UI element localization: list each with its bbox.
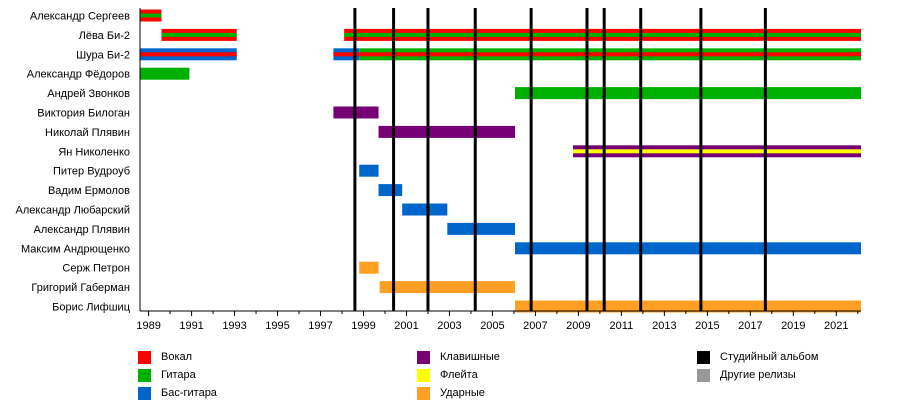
legend-swatch <box>138 368 151 382</box>
legend-label: Гитара <box>161 369 196 381</box>
legend-item-vocal: Вокал <box>138 350 192 364</box>
member-bar-bass <box>447 222 516 235</box>
member-bar-bass <box>515 242 861 255</box>
x-tick-label: 2009 <box>566 320 590 332</box>
member-bar-drums <box>359 261 379 274</box>
member-label: Борис Лифшиц <box>52 302 131 314</box>
legend-item-studio: Студийный альбом <box>697 350 818 364</box>
x-tick-label: 2005 <box>480 320 504 332</box>
member-bar-guitar <box>515 87 861 100</box>
member-bar-stripe-guitar <box>140 13 162 18</box>
x-tick-label: 2001 <box>394 320 418 332</box>
legend-swatch <box>697 350 710 364</box>
legend-label: Бас-гитара <box>161 387 217 399</box>
member-label: Александр Сергеев <box>30 11 130 23</box>
x-tick-label: 2021 <box>824 320 848 332</box>
member-bar-stripe-guitar <box>344 32 861 37</box>
legend-label: Клавишные <box>440 351 500 363</box>
x-tick-label: 1997 <box>308 320 332 332</box>
x-tick-label: 2003 <box>437 320 461 332</box>
x-tick-label: 1993 <box>222 320 246 332</box>
x-tick-label: 2015 <box>695 320 719 332</box>
legend-label: Флейта <box>440 369 478 381</box>
legend-item-keys: Клавишные <box>417 350 500 364</box>
member-bar-stripe-guitar <box>161 32 237 37</box>
member-bar-guitar <box>140 67 190 80</box>
legend-swatch <box>138 386 151 400</box>
member-bar-drums <box>379 281 516 294</box>
member-label: Вадим Ермолов <box>48 185 130 197</box>
legend-label: Вокал <box>161 351 193 363</box>
member-bar-bass <box>359 164 379 177</box>
legend-item-other: Другие релизы <box>697 368 796 382</box>
legend-label: Студийный альбом <box>720 351 819 363</box>
legend-item-guitar: Гитара <box>138 368 196 382</box>
legend-swatch <box>697 368 710 382</box>
member-label: Александр Плявин <box>34 224 130 236</box>
member-bar-drums <box>515 300 861 313</box>
legend-label: Ударные <box>440 387 485 399</box>
member-label: Серж Петрон <box>62 263 130 275</box>
legend-swatch <box>138 350 151 364</box>
legend-swatch <box>417 386 430 400</box>
member-label: Григорий Габерман <box>31 282 130 294</box>
member-bar-bass <box>402 203 448 216</box>
member-label: Ян Николенко <box>58 146 130 158</box>
member-bar-stripe-flute <box>573 149 861 154</box>
member-label: Андрей Звонков <box>47 88 130 100</box>
legend-swatch <box>417 350 430 364</box>
member-label: Виктория Билоган <box>37 108 130 120</box>
member-label: Александр Фёдоров <box>27 69 130 81</box>
member-label: Лёва Би-2 <box>79 30 130 42</box>
x-tick-label: 1989 <box>136 320 160 332</box>
legend-label: Другие релизы <box>720 369 796 381</box>
member-label: Максим Андрющенко <box>21 243 130 255</box>
x-tick-label: 2017 <box>738 320 762 332</box>
member-label: Николай Плявин <box>45 127 130 139</box>
x-tick-label: 2019 <box>781 320 805 332</box>
legend-item-flute: Флейта <box>417 368 478 382</box>
member-label: Питер Вудроуб <box>53 166 130 178</box>
x-tick-label: 2011 <box>610 320 634 332</box>
x-tick-label: 2013 <box>652 320 676 332</box>
x-tick-label: 2007 <box>523 320 547 332</box>
member-bar-bass <box>378 184 403 197</box>
member-bar-stripe-vocal <box>359 52 861 57</box>
legend-item-drums: Ударные <box>417 386 485 400</box>
legend-swatch <box>417 368 430 382</box>
member-bar-stripe-vocal <box>140 52 237 57</box>
timeline-plot: Александр Сергеев Лёва Би-2 Шура Би-2 Алекс… <box>16 8 861 332</box>
member-bar-keys <box>378 125 516 138</box>
member-label: Александр Любарский <box>16 205 130 217</box>
x-tick-label: 1999 <box>351 320 375 332</box>
member-bar-stripe-vocal <box>333 52 360 57</box>
member-label: Шура Би-2 <box>76 49 130 61</box>
legend-item-bass: Бас-гитара <box>138 386 217 400</box>
x-tick-label: 1995 <box>265 320 289 332</box>
x-tick-label: 1991 <box>179 320 203 332</box>
